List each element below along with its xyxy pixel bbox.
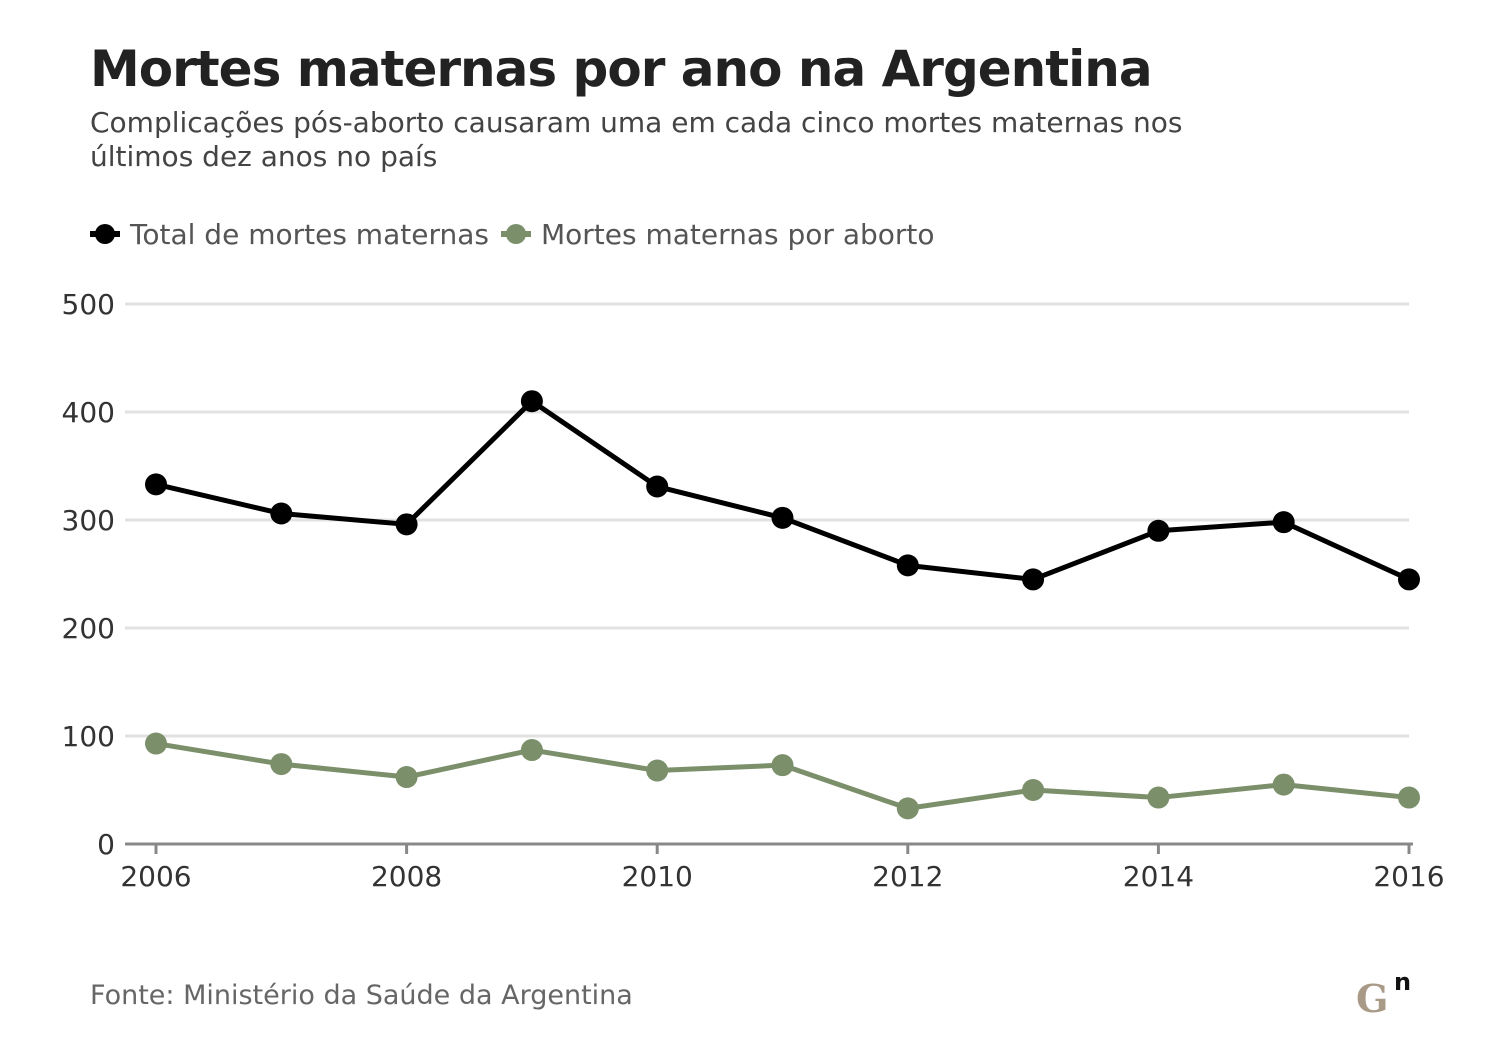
data-point-aborto-2006 — [145, 732, 167, 755]
y-tick-label-300: 300 — [62, 504, 115, 537]
data-point-aborto-2012 — [896, 797, 919, 820]
data-point-aborto-2014 — [1147, 786, 1170, 809]
data-point-aborto-2007 — [270, 753, 293, 776]
data-point-total-2008 — [395, 513, 418, 536]
legend: Total de mortes maternas Mortes maternas… — [90, 214, 947, 254]
y-tick-label-400: 400 — [62, 396, 115, 429]
x-tick-label-2016: 2016 — [1373, 860, 1444, 893]
data-point-total-2015 — [1272, 511, 1295, 534]
legend-item-total: Total de mortes maternas — [90, 218, 489, 251]
data-point-total-2012 — [896, 554, 919, 577]
chart-subtitle: Complicações pós-aborto causaram uma em … — [90, 106, 1183, 173]
logo-g: G — [1356, 976, 1389, 1021]
legend-label-aborto: Mortes maternas por aborto — [540, 217, 935, 251]
data-point-total-2009 — [520, 390, 543, 413]
brand-logo: G n — [1356, 968, 1416, 1022]
legend-label-total: Total de mortes maternas — [130, 217, 489, 251]
source-note: Fonte: Ministério da Saúde da Argentina — [90, 980, 633, 1011]
data-point-aborto-2013 — [1022, 779, 1045, 801]
data-point-total-2006 — [145, 473, 167, 496]
data-point-total-2016 — [1398, 568, 1420, 591]
x-tick-label-2014: 2014 — [1123, 860, 1194, 893]
data-point-aborto-2016 — [1398, 786, 1420, 809]
data-point-aborto-2011 — [771, 754, 794, 777]
data-point-total-2007 — [270, 502, 293, 525]
x-tick-label-2010: 2010 — [622, 860, 693, 893]
y-tick-label-500: 500 — [62, 288, 115, 321]
data-point-aborto-2008 — [395, 766, 418, 789]
y-tick-label-200: 200 — [62, 612, 115, 645]
y-tick-label-100: 100 — [62, 720, 115, 753]
data-point-total-2013 — [1022, 568, 1045, 591]
legend-item-aborto: Mortes maternas por aborto — [500, 217, 935, 251]
data-point-total-2011 — [771, 506, 794, 529]
chart-title: Mortes maternas por ano na Argentina — [90, 40, 1153, 98]
x-tick-label-2012: 2012 — [872, 860, 943, 893]
x-tick-label-2008: 2008 — [371, 860, 442, 893]
data-point-total-2010 — [646, 475, 669, 498]
x-tick-label-2006: 2006 — [120, 860, 191, 893]
logo-n: n — [1394, 968, 1412, 996]
y-tick-label-0: 0 — [97, 828, 115, 861]
series-line-total — [155, 398, 1411, 582]
data-point-aborto-2015 — [1272, 773, 1295, 796]
data-point-total-2014 — [1147, 519, 1170, 542]
data-point-aborto-2009 — [520, 739, 543, 762]
legend-swatch-aborto — [500, 219, 531, 249]
legend-swatch-total — [90, 219, 120, 249]
data-point-aborto-2010 — [646, 759, 669, 782]
